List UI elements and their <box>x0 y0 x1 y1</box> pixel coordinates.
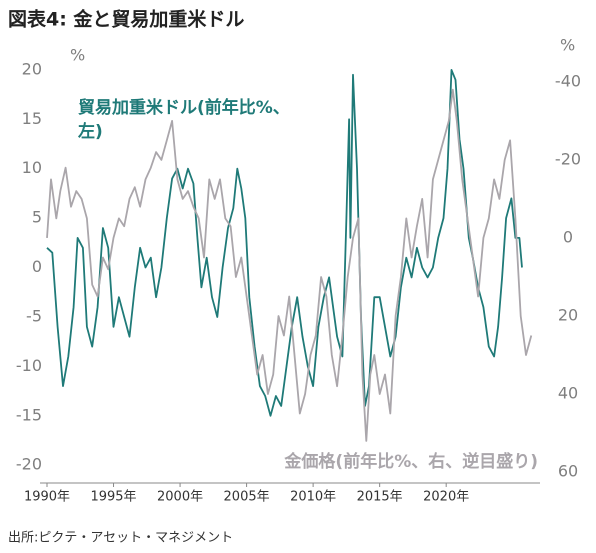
series-label: 左) <box>78 121 103 142</box>
y-tick-label: -5 <box>26 306 42 325</box>
y2-unit: % <box>560 36 575 55</box>
y-tick-label: 15 <box>22 109 42 128</box>
series-label: 金価格(前年比%、右、逆目盛り) <box>283 451 538 472</box>
x-tick-label: 1995年 <box>90 490 136 505</box>
y2-tick-label: -20 <box>555 149 581 168</box>
y2-tick-label: 20 <box>558 305 578 324</box>
y2-tick-label: 60 <box>558 462 578 481</box>
x-tick-label: 1990年 <box>24 490 70 505</box>
y-tick-label: 5 <box>32 208 42 227</box>
series-label: 貿易加重米ドル(前年比%、 <box>78 97 290 118</box>
series-line <box>46 69 523 417</box>
x-tick-label: 2000年 <box>157 490 203 505</box>
y-tick-label: 10 <box>22 158 42 177</box>
x-tick-label: 2020年 <box>423 490 469 505</box>
series-line <box>46 88 533 442</box>
source: 出所:ピクテ・アセット・マネジメント <box>8 531 233 546</box>
y-unit: % <box>70 46 85 65</box>
y-tick-label: 20 <box>22 59 42 78</box>
y-tick-label: 0 <box>32 257 42 276</box>
y2-tick-label: 40 <box>558 384 578 403</box>
x-tick-label: 2010年 <box>290 490 336 505</box>
y2-tick-label: 0 <box>563 227 573 246</box>
x-tick-label: 2005年 <box>224 490 270 505</box>
x-tick-label: 2015年 <box>357 490 403 505</box>
chart-title: 図表4: 金と貿易加重米ドル <box>8 8 244 31</box>
y-tick-label: -10 <box>16 356 42 375</box>
y-tick-label: -20 <box>16 455 42 474</box>
y-tick-label: -15 <box>16 405 42 424</box>
y2-tick-label: -40 <box>555 71 581 90</box>
